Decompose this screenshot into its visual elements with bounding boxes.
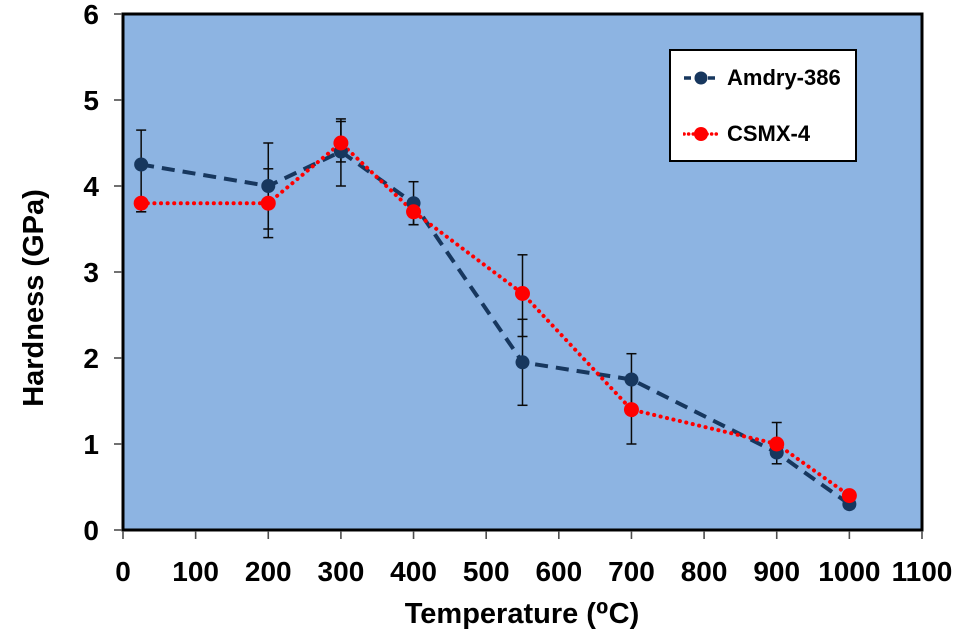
series-line-amdry-386 [140, 149, 851, 506]
data-point-amdry-386 [515, 355, 530, 370]
x-tick-label: 800 [681, 556, 728, 587]
legend-label-amdry-386: Amdry-386 [727, 64, 841, 90]
data-point-amdry-386 [261, 179, 276, 193]
data-point-csmx-4 [333, 135, 349, 151]
y-tick-label: 5 [83, 85, 99, 116]
y-axis-title: Hardness (GPa) [18, 189, 50, 407]
data-point-csmx-4 [769, 436, 785, 452]
plot-border [121, 12, 924, 532]
data-point-csmx-4 [623, 402, 639, 418]
x-tick-label: 100 [172, 556, 219, 587]
x-tick-label: 200 [245, 556, 292, 587]
series-line-csmx-4 [139, 141, 852, 498]
amdry-386-series-swatch-icon [684, 71, 718, 84]
data-point-amdry-386 [134, 157, 149, 172]
data-point-csmx-4 [260, 195, 276, 211]
data-point-csmx-4 [406, 204, 422, 220]
y-tick-label: 4 [83, 171, 99, 202]
data-point-csmx-4 [515, 286, 530, 301]
y-tick-label: 0 [83, 515, 99, 546]
x-tick-label: 1100 [892, 556, 953, 587]
x-tick-label: 500 [463, 556, 510, 587]
x-tick-label: 0 [115, 556, 131, 587]
legend-label-csmx-4: CSMX-4 [727, 120, 811, 146]
data-point-csmx-4 [841, 488, 857, 504]
x-tick-label: 600 [535, 556, 582, 587]
legend: Amdry-386 CSMX-4 [669, 49, 857, 162]
x-tick-label: 900 [753, 556, 800, 587]
data-point-amdry-386 [624, 372, 639, 387]
data-point-csmx-4 [133, 195, 149, 211]
legend-item-csmx-4: CSMX-4 [683, 121, 847, 147]
y-tick-label: 6 [83, 0, 99, 30]
y-tick-label: 3 [83, 257, 99, 288]
x-tick-label: 400 [390, 556, 437, 587]
y-tick-label: 1 [83, 429, 99, 460]
legend-item-amdry-386: Amdry-386 [683, 65, 847, 91]
csmx-4-series-swatch-icon [683, 126, 719, 141]
x-tick-label: 300 [318, 556, 365, 587]
x-tick-label: 1000 [818, 556, 880, 587]
y-tick-label: 2 [83, 343, 99, 374]
x-axis-title: Temperature (⁰C) [404, 598, 640, 630]
x-tick-label: 700 [608, 556, 655, 587]
